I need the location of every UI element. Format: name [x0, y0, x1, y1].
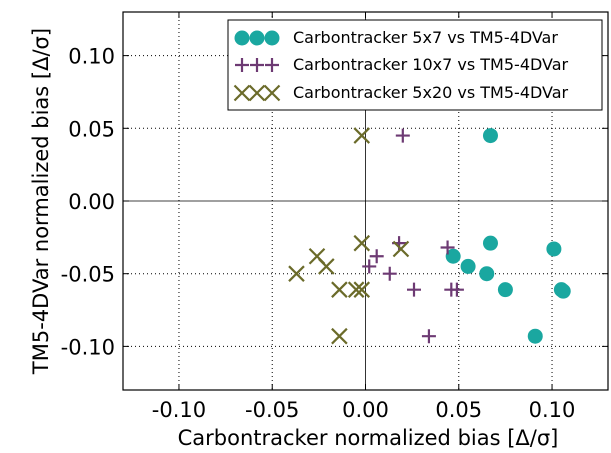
legend-label-10x7: Carbontracker 10x7 vs TM5-4DVar [293, 55, 569, 74]
x-tick-label: 0.00 [342, 398, 389, 422]
series-10x7-point [382, 266, 397, 281]
legend-label-5x7: Carbontracker 5x7 vs TM5-4DVar [293, 28, 558, 47]
series-5x20-point [347, 281, 365, 298]
series-5x20-point [331, 327, 348, 345]
series-5x7-point [445, 248, 461, 264]
series-10x7-point [395, 128, 410, 143]
series-5x20-point [353, 234, 371, 252]
legend-marker [264, 30, 280, 46]
series-5x20-point [331, 281, 348, 298]
y-axis-label: TM5-4DVar normalized bias [Δ/σ] [29, 28, 53, 375]
y-tick-label: -0.10 [61, 335, 115, 359]
series-10x7-point [440, 240, 455, 255]
legend: Carbontracker 5x7 vs TM5-4DVar Carbontra… [227, 19, 603, 111]
series-5x20-point [392, 240, 410, 258]
series-10x7-point [421, 329, 436, 344]
legend-marker [248, 84, 266, 102]
series-5x7-point [482, 128, 498, 144]
series-5x7-point [546, 241, 562, 257]
legend-marker [263, 84, 281, 102]
x-tick-label: 0.10 [529, 398, 576, 422]
series-10x7-point [407, 282, 421, 297]
series-5x7-point [479, 266, 495, 282]
series-10x7-point [362, 259, 377, 274]
x-tick-label: -0.10 [152, 398, 206, 422]
legend-marker [233, 84, 251, 102]
series-10x7-point [369, 249, 384, 264]
series-5x7-point [527, 328, 543, 344]
axis-ticks: -0.10 -0.05 0.00 0.05 0.10 0.10 0.05 0.00 -0.05 -… [61, 12, 608, 422]
y-tick-label: -0.05 [61, 263, 115, 287]
legend-marker [249, 30, 265, 46]
y-tick-label: 0.10 [68, 45, 115, 69]
series-5x20-point [353, 281, 371, 298]
legend-marker [234, 30, 250, 46]
x-tick-label: -0.05 [245, 398, 299, 422]
legend-box [227, 19, 603, 111]
legend-marker [265, 58, 279, 72]
legend-marker [250, 58, 264, 72]
x-axis-label: Carbontracker normalized bias [Δ/σ] [178, 426, 559, 450]
data-points [288, 127, 571, 345]
series-5x7-point [497, 282, 513, 298]
y-axis-label-text: TM5-4DVar normalized bias [Δ/σ] [29, 28, 53, 375]
series-5x20-point [353, 127, 371, 144]
plot-frame [122, 11, 609, 391]
series-5x20-point [318, 258, 335, 275]
legend-marker [235, 58, 249, 72]
series-5x7-point [555, 283, 571, 299]
x-tick-label: 0.05 [435, 398, 482, 422]
series-5x7-point [460, 258, 476, 274]
y-tick-label: 0.00 [68, 190, 115, 214]
legend-label-5x20: Carbontracker 5x20 vs TM5-4DVar [293, 83, 569, 102]
legend-markers [233, 30, 281, 102]
series-5x20-point [288, 265, 305, 282]
series-5x7-point [482, 235, 498, 251]
y-tick-label: 0.05 [68, 117, 115, 141]
series-10x7-point [449, 282, 464, 297]
